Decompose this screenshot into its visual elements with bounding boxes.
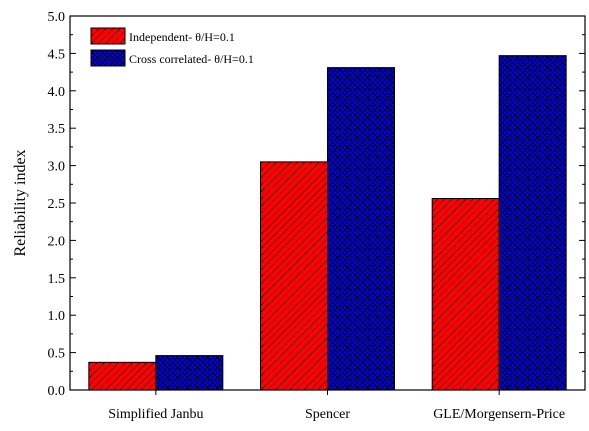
y-tick-label: 2.0 [48,234,66,249]
y-tick-label: 0.5 [48,347,66,362]
bar-independent-spencer [260,161,328,391]
bar-cross-correlated-simplified-janbu [155,355,224,391]
legend-swatch-independent [90,27,126,45]
legend-label-cross-correlated: Cross correlated- θ/H=0.1 [129,52,254,66]
y-tick-label: 3.0 [48,160,66,175]
y-tick-label: 0.0 [48,384,66,399]
y-axis-title: Reliability index [12,149,29,256]
y-tick-label: 4.0 [48,85,66,100]
bar-cross-correlated-gle-morgensern-price [498,55,567,391]
x-category-label: GLE/Morgensern-Price [433,407,565,422]
y-tick-label: 1.5 [48,272,66,287]
x-category-label: Spencer [305,407,350,422]
legend-swatch-cross-correlated [90,49,126,67]
y-tick-label: 1.0 [48,309,66,324]
bar-independent-gle-morgensern-price [431,198,500,391]
y-tick-label: 2.5 [48,197,66,212]
y-tick-label: 4.5 [48,47,66,62]
bar-cross-correlated-spencer [327,67,395,391]
legend: Independent- θ/H=0.1 Cross correlated- θ… [90,27,254,67]
legend-label-independent: Independent- θ/H=0.1 [129,30,235,44]
y-tick-label: 3.5 [48,122,66,137]
x-category-label: Simplified Janbu [108,407,203,422]
bar-independent-simplified-janbu [88,361,157,391]
y-tick-label: 5.0 [48,10,66,25]
plot-area: 0.0 0.5 1.0 1.5 2.0 2.5 3.0 3.5 4.0 4.5 5.0 Simplif… [48,10,586,422]
